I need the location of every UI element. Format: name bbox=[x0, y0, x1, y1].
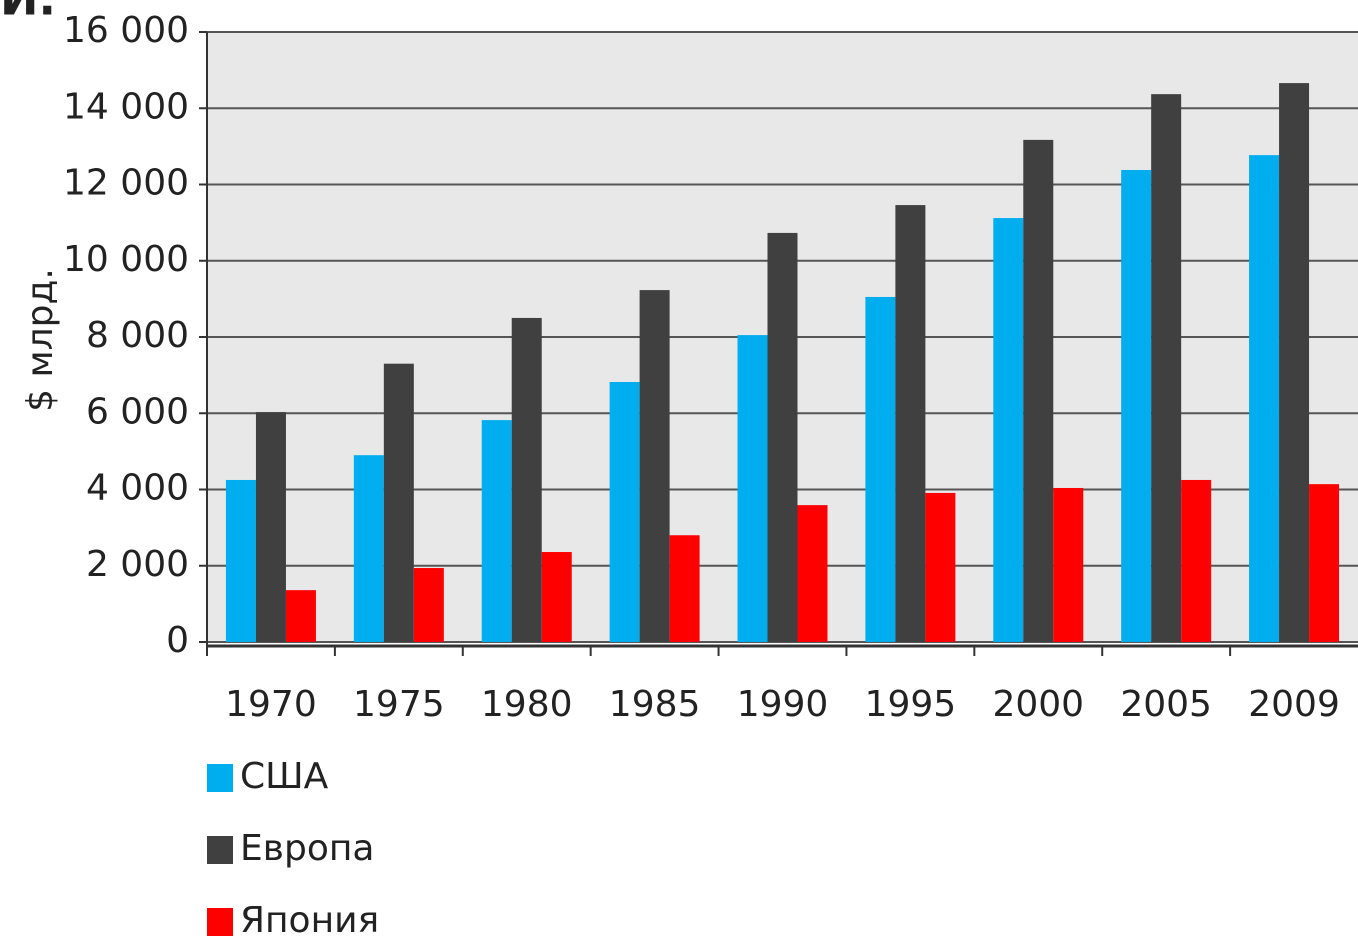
y-tick-label: 8 000 bbox=[86, 315, 189, 356]
bar bbox=[413, 568, 444, 642]
x-tick-label: 2009 bbox=[1248, 684, 1340, 725]
bar bbox=[383, 363, 414, 642]
x-tick-label: 1970 bbox=[225, 684, 317, 725]
bar bbox=[1053, 487, 1084, 642]
y-tick-label: 2 000 bbox=[86, 544, 189, 585]
legend-swatch bbox=[207, 908, 233, 936]
bar bbox=[1121, 170, 1152, 642]
bar bbox=[255, 412, 286, 642]
bar bbox=[639, 290, 670, 642]
bar bbox=[609, 381, 640, 642]
bar bbox=[895, 205, 926, 642]
bar bbox=[1309, 484, 1340, 642]
legend-label: США bbox=[240, 756, 329, 797]
y-tick-label: 6 000 bbox=[86, 391, 189, 432]
legend-swatch bbox=[207, 836, 233, 864]
bar bbox=[1249, 155, 1280, 643]
bar bbox=[1151, 94, 1182, 643]
bar bbox=[993, 218, 1024, 643]
x-tick-label: 1985 bbox=[609, 684, 701, 725]
x-tick-label: 1980 bbox=[481, 684, 573, 725]
chart-title: И. bbox=[0, 0, 56, 26]
y-axis-label: $ млрд. bbox=[20, 268, 61, 412]
x-tick-label: 1975 bbox=[353, 684, 445, 725]
x-tick-label: 2000 bbox=[992, 684, 1084, 725]
y-tick-label: 0 bbox=[166, 620, 189, 661]
x-tick-label: 1990 bbox=[737, 684, 829, 725]
y-tick-label: 10 000 bbox=[63, 239, 189, 280]
bar bbox=[737, 335, 768, 642]
y-tick-label: 12 000 bbox=[63, 163, 189, 204]
x-tick-label: 1995 bbox=[865, 684, 957, 725]
y-tick-label: 4 000 bbox=[86, 468, 189, 509]
bar bbox=[1181, 479, 1212, 642]
bar bbox=[1023, 139, 1054, 643]
bar bbox=[767, 232, 798, 642]
y-tick-label: 16 000 bbox=[63, 10, 189, 51]
legend-label: Европа bbox=[240, 828, 374, 869]
bar bbox=[511, 317, 542, 642]
bar bbox=[481, 420, 512, 642]
bar bbox=[285, 590, 316, 642]
bar bbox=[541, 552, 572, 642]
legend-swatch bbox=[207, 764, 233, 792]
x-tick-label: 2005 bbox=[1120, 684, 1212, 725]
bar bbox=[353, 455, 384, 642]
bar bbox=[797, 505, 828, 642]
y-tick-label: 14 000 bbox=[63, 86, 189, 127]
bar bbox=[225, 479, 256, 642]
bar bbox=[865, 296, 896, 642]
bar bbox=[1279, 83, 1310, 642]
legend-label: Япония bbox=[240, 900, 379, 940]
bar bbox=[669, 535, 700, 642]
bar bbox=[925, 492, 956, 642]
